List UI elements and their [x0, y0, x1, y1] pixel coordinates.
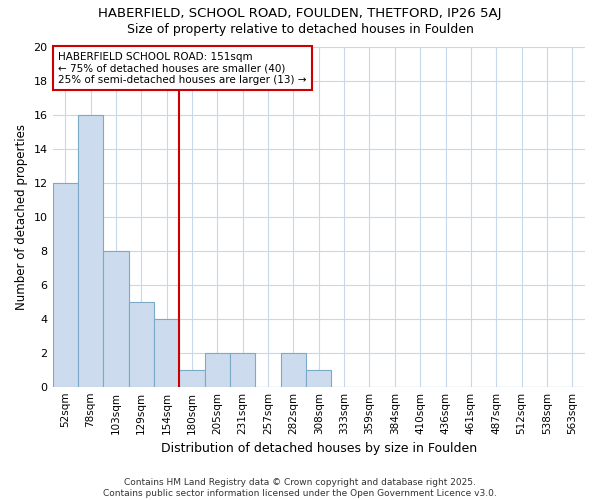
- Bar: [53, 182, 78, 386]
- Bar: [179, 370, 205, 386]
- Bar: [154, 318, 179, 386]
- Bar: [230, 352, 256, 386]
- Bar: [78, 114, 103, 386]
- Text: HABERFIELD SCHOOL ROAD: 151sqm
← 75% of detached houses are smaller (40)
25% of : HABERFIELD SCHOOL ROAD: 151sqm ← 75% of …: [58, 52, 307, 85]
- Bar: [281, 352, 306, 386]
- Text: Contains HM Land Registry data © Crown copyright and database right 2025.
Contai: Contains HM Land Registry data © Crown c…: [103, 478, 497, 498]
- Bar: [306, 370, 331, 386]
- Bar: [205, 352, 230, 386]
- Bar: [103, 250, 128, 386]
- Bar: [128, 302, 154, 386]
- Text: Size of property relative to detached houses in Foulden: Size of property relative to detached ho…: [127, 22, 473, 36]
- X-axis label: Distribution of detached houses by size in Foulden: Distribution of detached houses by size …: [161, 442, 477, 455]
- Text: HABERFIELD, SCHOOL ROAD, FOULDEN, THETFORD, IP26 5AJ: HABERFIELD, SCHOOL ROAD, FOULDEN, THETFO…: [98, 8, 502, 20]
- Y-axis label: Number of detached properties: Number of detached properties: [15, 124, 28, 310]
